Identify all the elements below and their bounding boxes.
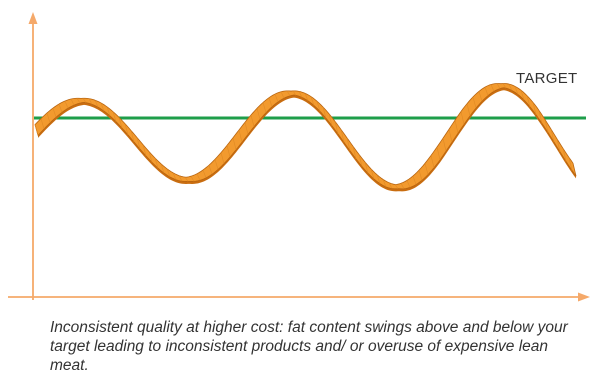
ribbon-hatch (340, 129, 345, 143)
ribbon-hatch (382, 179, 387, 187)
ribbon-hatch (82, 98, 87, 103)
ribbon-hatch (220, 152, 225, 164)
ribbon-hatch (178, 175, 183, 182)
ribbon-hatch (364, 161, 369, 174)
ribbon-shadow (38, 87, 576, 192)
ribbon-hatch (496, 83, 501, 89)
ribbon-hatch (412, 175, 417, 185)
ribbon-hatch (184, 176, 189, 182)
ribbon-hatch (64, 100, 69, 109)
ribbon-hatch (406, 180, 411, 188)
ribbon-hatch (76, 98, 81, 104)
fat-content-diagram (8, 12, 590, 302)
ribbon-hatch (106, 106, 111, 117)
ribbon-hatch (514, 86, 519, 95)
ribbon-hatch (376, 174, 381, 184)
ribbon-hatch (520, 90, 525, 101)
ribbon-hatch (310, 96, 315, 106)
ribbon-hatch (250, 114, 255, 127)
ribbon-hatch (226, 145, 231, 158)
ribbon-hatch (130, 130, 135, 143)
ribbon-hatch (334, 121, 339, 135)
ribbon-hatch (232, 137, 237, 150)
ribbon-hatch (124, 123, 129, 135)
ribbon-hatch (484, 87, 489, 96)
ribbon-hatch (274, 93, 279, 103)
ribbon-hatch (556, 138, 561, 152)
ribbon-hatch (172, 172, 177, 180)
ribbon-hatch (70, 98, 75, 106)
ribbon-hatch (148, 151, 153, 163)
ribbon-hatch (118, 117, 123, 129)
ribbon-hatch (358, 154, 363, 167)
ribbon-hatch (304, 93, 309, 101)
ribbon-hatch (262, 102, 267, 113)
ribbon-hatch (214, 159, 219, 170)
ribbon-hatch (532, 102, 537, 115)
caption: Inconsistent quality at higher cost: fat… (50, 319, 568, 374)
ribbon-hatch (418, 170, 423, 181)
ribbon-hatch (292, 90, 297, 96)
target-label: TARGET (516, 70, 578, 87)
ribbon-hatch (526, 95, 531, 107)
ribbon-hatch (316, 101, 321, 112)
ribbon-hatch (100, 102, 105, 112)
ribbon-hatch (268, 97, 273, 107)
ribbon-hatch (502, 83, 507, 89)
ribbon-hatch (352, 146, 357, 159)
ribbon-hatch (394, 184, 399, 189)
ribbon-hatch (88, 98, 93, 105)
ribbon-hatch (436, 146, 441, 161)
ribbon-hatch (568, 157, 573, 171)
ribbon-hatch (190, 176, 195, 182)
ribbon-face (34, 83, 577, 190)
ribbon-hatch (34, 124, 39, 136)
ribbon-hatch (448, 129, 453, 143)
ribbon-hatch (430, 155, 435, 168)
ribbon-hatch (550, 129, 555, 143)
ribbon-hatch (490, 84, 495, 92)
oscillating-ribbon (34, 83, 577, 192)
ribbon-hatch (166, 168, 171, 178)
ribbon-hatch (58, 103, 63, 113)
ribbon-hatch (298, 91, 303, 98)
ribbon-hatch (424, 163, 429, 175)
ribbon-hatch (478, 91, 483, 102)
ribbon-hatch (94, 100, 99, 108)
ribbon-hatch (460, 111, 465, 125)
ribbon-hatch (280, 91, 285, 99)
ribbon-hatch (154, 157, 159, 169)
ribbon-hatch (400, 183, 405, 189)
ribbon-hatch (208, 165, 213, 175)
ribbon-hatch (46, 112, 51, 123)
ribbon-hatch (328, 113, 333, 126)
ribbon-hatch (142, 144, 147, 157)
ribbon-hatch (454, 120, 459, 134)
ribbon-hatch (538, 110, 543, 124)
ribbon-hatch (238, 129, 243, 143)
y-axis-arrowhead (28, 12, 38, 24)
ribbon-hatch (286, 90, 291, 97)
ribbon-hatch (136, 137, 141, 150)
ribbon-hatch (40, 118, 45, 130)
ribbon-hatch (52, 107, 57, 118)
ribbon-hatch (196, 173, 201, 181)
ribbon-hatch (346, 137, 351, 151)
x-axis-arrowhead (578, 292, 590, 302)
ribbon-hatch (562, 148, 567, 162)
ribbon-hatch (202, 169, 207, 179)
ribbon-hatch (466, 103, 471, 117)
ribbon-hatch (160, 163, 165, 174)
ribbon-hatch (544, 119, 549, 133)
ribbon-hatch (442, 138, 447, 152)
ribbon-hatch (388, 182, 393, 189)
ribbon-hatch (370, 168, 375, 180)
ribbon-hatch (472, 96, 477, 109)
ribbon-hatch (322, 106, 327, 119)
ribbon-hatch (112, 111, 117, 122)
ribbon-hatch (508, 83, 513, 91)
ribbon-hatch (256, 108, 261, 120)
ribbon-hatch (244, 122, 249, 135)
